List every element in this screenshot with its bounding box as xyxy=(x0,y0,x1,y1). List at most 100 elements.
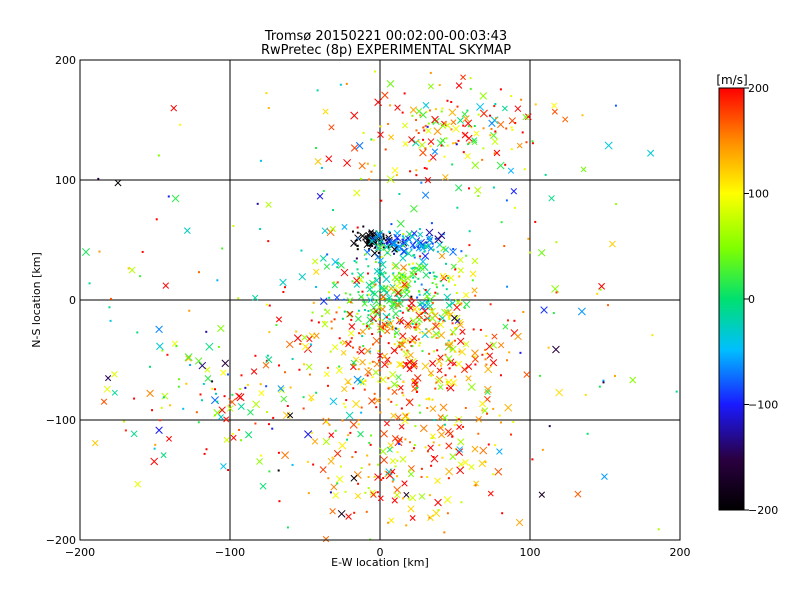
data-point-dot xyxy=(382,477,385,480)
data-point-x xyxy=(331,258,340,266)
data-point-x xyxy=(465,363,473,371)
data-point-dot xyxy=(453,423,456,426)
data-point-dot xyxy=(431,437,434,440)
data-point-dot xyxy=(446,387,449,390)
data-point-x xyxy=(323,371,330,378)
data-point-dot xyxy=(397,327,400,330)
data-point-dot xyxy=(367,327,370,330)
data-point-dot xyxy=(398,192,401,195)
data-point-dot xyxy=(405,361,408,364)
data-point-x xyxy=(340,268,349,277)
data-point-x xyxy=(398,423,405,430)
data-point-dot xyxy=(357,237,360,240)
data-point-x xyxy=(397,384,404,391)
data-point-dot xyxy=(391,326,394,329)
data-point-dot xyxy=(373,234,376,237)
data-point-dot xyxy=(375,406,378,409)
data-point-dot xyxy=(614,104,617,107)
data-point-dot xyxy=(260,454,263,457)
data-point-dot xyxy=(157,154,160,157)
data-point-dot xyxy=(394,332,397,335)
data-point-x xyxy=(471,161,480,170)
data-point-dot xyxy=(377,463,380,466)
data-point-dot xyxy=(374,277,377,280)
data-point-dot xyxy=(151,409,154,412)
data-point-dot xyxy=(450,128,453,131)
data-point-dot xyxy=(460,302,463,305)
data-point-x xyxy=(340,349,347,356)
data-point-dot xyxy=(342,298,345,301)
data-point-x xyxy=(457,267,464,274)
data-point-x xyxy=(337,261,345,269)
data-point-x xyxy=(352,400,361,408)
data-point-x xyxy=(345,310,353,318)
data-point-x xyxy=(450,263,457,270)
data-point-dot xyxy=(344,406,347,409)
y-axis: −200 −100 0 100 200 xyxy=(46,54,86,547)
data-point-dot xyxy=(349,431,352,434)
data-point-x xyxy=(345,513,352,520)
data-point-x xyxy=(421,252,430,260)
data-point-x xyxy=(333,294,341,301)
data-point-x xyxy=(462,291,470,299)
data-point-dot xyxy=(394,465,397,468)
data-point-dot xyxy=(430,374,433,377)
data-point-x xyxy=(350,111,359,120)
data-point-x xyxy=(328,124,335,131)
data-point-x xyxy=(389,370,397,379)
data-point-dot xyxy=(211,387,214,390)
data-point-dot xyxy=(419,411,422,414)
data-point-x xyxy=(359,378,367,386)
data-point-dot xyxy=(330,327,333,330)
data-point-x xyxy=(130,430,138,438)
data-point-x xyxy=(399,332,407,340)
data-point-dot xyxy=(505,199,508,202)
data-point-dot xyxy=(484,358,487,361)
data-point-x xyxy=(391,434,399,442)
data-point-x xyxy=(410,362,418,370)
data-point-dot xyxy=(338,365,341,368)
data-point-dot xyxy=(454,284,457,287)
data-point-dot xyxy=(431,398,434,401)
data-point-dot xyxy=(481,353,484,356)
data-point-dot xyxy=(356,268,359,271)
data-point-x xyxy=(332,344,339,351)
data-point-dot xyxy=(367,293,370,296)
data-point-dot xyxy=(405,524,408,527)
data-point-dot xyxy=(312,463,315,466)
data-point-dot xyxy=(506,359,509,362)
data-point-dot xyxy=(302,396,305,399)
data-point-dot xyxy=(444,262,447,265)
data-point-x xyxy=(384,328,391,335)
data-point-dot xyxy=(425,301,428,304)
y-tick-label: 100 xyxy=(55,174,76,187)
data-point-x xyxy=(462,459,469,466)
data-point-x xyxy=(422,287,431,296)
data-point-dot xyxy=(413,246,416,249)
data-point-dot xyxy=(133,397,136,400)
data-point-x xyxy=(488,119,496,127)
data-point-dot xyxy=(513,206,516,209)
data-point-dot xyxy=(467,143,470,146)
data-point-dot xyxy=(364,235,367,238)
data-point-dot xyxy=(407,309,410,312)
data-point-x xyxy=(344,378,352,386)
data-point-x xyxy=(252,294,259,301)
data-point-dot xyxy=(455,327,458,330)
data-point-dot xyxy=(178,378,181,381)
data-point-dot xyxy=(367,475,370,478)
data-point-x xyxy=(598,282,606,290)
data-point-x xyxy=(386,295,393,302)
data-point-x xyxy=(372,369,380,376)
data-point-x xyxy=(430,454,439,463)
data-point-dot xyxy=(411,262,414,265)
data-point-x xyxy=(427,138,435,145)
data-point-dot xyxy=(519,351,522,354)
data-point-dot xyxy=(408,263,411,266)
data-point-dot xyxy=(510,148,513,151)
data-point-x xyxy=(376,243,385,252)
y-tick-label: 0 xyxy=(69,294,76,307)
data-point-x xyxy=(444,428,452,436)
data-point-x xyxy=(471,349,479,357)
data-point-x xyxy=(439,272,447,280)
